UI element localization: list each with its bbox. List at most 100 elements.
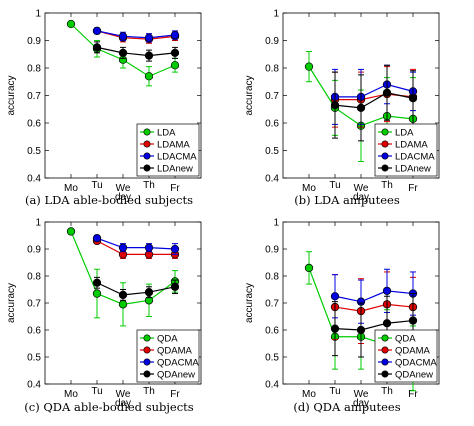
legend-label: QDAnew bbox=[395, 370, 433, 381]
panel-caption: (a) LDA able-bodied subjects bbox=[25, 193, 193, 207]
legend-label: LDAMA bbox=[157, 140, 190, 151]
legend-swatch-marker bbox=[143, 358, 151, 366]
panel-caption: (d) QDA amputees bbox=[293, 400, 400, 414]
series-LDAnew bbox=[92, 41, 180, 62]
x-tick-label: Tu bbox=[329, 180, 340, 191]
x-tick-label: We bbox=[116, 183, 131, 194]
chart-panel-3: 0.4 0.5 0.6 0.7 0.8 0.9 1 Mo Tu We Th Fr day accuracy… bbox=[6, 218, 202, 414]
data-point bbox=[92, 234, 102, 243]
data-point bbox=[330, 292, 340, 301]
data-point bbox=[304, 62, 314, 71]
legend-label: QDAnew bbox=[157, 370, 195, 381]
legend-label: LDAnew bbox=[157, 164, 193, 175]
data-point bbox=[330, 100, 340, 110]
legend-swatch-marker bbox=[381, 152, 389, 160]
data-point bbox=[356, 103, 366, 113]
y-tick-label: 1 bbox=[273, 9, 279, 20]
x-tick-label: Mo bbox=[302, 183, 316, 194]
x-tick-label: Mo bbox=[302, 389, 316, 400]
data-point bbox=[92, 289, 102, 298]
legend-label: LDACMA bbox=[395, 152, 435, 163]
legend-swatch-marker bbox=[143, 346, 151, 354]
legend-label: QDACMA bbox=[157, 358, 199, 369]
series-line bbox=[96, 240, 175, 255]
y-tick-label: 0.5 bbox=[265, 146, 279, 157]
y-tick-label: 1 bbox=[35, 218, 41, 229]
x-tick-label: Tu bbox=[329, 386, 340, 397]
data-point bbox=[304, 263, 314, 273]
data-point bbox=[144, 72, 154, 81]
x-tick-label: Fr bbox=[170, 183, 180, 194]
x-tick-label: Mo bbox=[64, 183, 78, 194]
y-tick-label: 0.8 bbox=[265, 64, 279, 75]
y-tick-label: 0.4 bbox=[27, 380, 41, 391]
data-point bbox=[382, 88, 392, 97]
legend-label: QDAMA bbox=[395, 346, 431, 357]
data-point bbox=[330, 324, 340, 333]
series-QDACMA bbox=[330, 268, 418, 324]
data-point bbox=[92, 43, 102, 52]
y-tick-label: 0.6 bbox=[265, 326, 279, 337]
series-line bbox=[96, 46, 176, 57]
series-QDA bbox=[66, 227, 180, 327]
y-tick-label: 0.4 bbox=[27, 174, 41, 185]
data-point bbox=[118, 32, 128, 41]
legend-label: LDAMA bbox=[395, 140, 428, 151]
chart-panel-2: 0.4 0.5 0.6 0.7 0.8 0.9 1 Mo Tu We Th Fr day accuracy… bbox=[244, 9, 440, 207]
series-line bbox=[96, 282, 176, 296]
y-tick-label: 0.7 bbox=[27, 299, 41, 310]
series-LDACMA bbox=[330, 64, 418, 125]
series-line bbox=[335, 83, 414, 98]
series-line bbox=[334, 290, 414, 303]
data-point bbox=[92, 26, 102, 36]
y-tick-label: 0.6 bbox=[265, 119, 279, 130]
x-tick-label: Th bbox=[143, 180, 155, 191]
y-axis-label: accuracy bbox=[6, 283, 17, 323]
panel-caption: (b) LDA amputees bbox=[294, 193, 400, 207]
y-tick-label: 1 bbox=[35, 9, 41, 20]
y-tick-label: 0.7 bbox=[265, 299, 279, 310]
data-point bbox=[118, 243, 128, 252]
series-LDA bbox=[66, 19, 180, 87]
x-tick-label: Fr bbox=[408, 389, 418, 400]
y-tick-label: 0.9 bbox=[265, 245, 279, 256]
series-line bbox=[334, 319, 414, 331]
legend-label: QDACMA bbox=[395, 358, 437, 369]
chart-panel-1: 0.4 0.5 0.6 0.7 0.8 0.9 1 Mo Tu We Th Fr day accuracy… bbox=[6, 9, 202, 207]
legend-label: QDA bbox=[395, 334, 416, 345]
series-QDACMA bbox=[92, 234, 180, 255]
data-point bbox=[144, 33, 154, 42]
legend-swatch-marker bbox=[381, 164, 389, 172]
data-point bbox=[66, 19, 76, 29]
y-tick-label: 0.8 bbox=[27, 272, 41, 283]
data-point bbox=[144, 288, 154, 297]
x-tick-label: Fr bbox=[408, 183, 418, 194]
y-tick-label: 0.5 bbox=[27, 146, 41, 157]
data-point bbox=[118, 300, 128, 309]
series-line bbox=[334, 303, 414, 312]
x-tick-label: Mo bbox=[64, 389, 78, 400]
data-point bbox=[66, 227, 76, 236]
y-tick-label: 0.5 bbox=[27, 353, 41, 364]
x-tick-label: We bbox=[354, 389, 369, 400]
chart-panel-4: 0.4 0.5 0.6 0.7 0.8 0.9 1 Mo Tu We Th Fr day accuracy… bbox=[244, 218, 440, 414]
y-tick-label: 0.4 bbox=[265, 380, 279, 391]
legend-label: QDA bbox=[157, 334, 178, 345]
data-point bbox=[144, 243, 154, 252]
panel-caption: (c) QDA able-bodied subjects bbox=[24, 400, 194, 414]
data-point bbox=[382, 286, 392, 296]
x-axis-label: day bbox=[353, 192, 369, 203]
data-point bbox=[118, 48, 128, 58]
legend-label: QDAMA bbox=[157, 346, 193, 357]
x-axis-label: day bbox=[353, 398, 369, 409]
series-line bbox=[96, 30, 176, 39]
series-LDAMA bbox=[92, 26, 180, 44]
x-tick-label: Tu bbox=[91, 386, 102, 397]
series-line bbox=[96, 30, 176, 40]
data-point bbox=[408, 94, 418, 103]
